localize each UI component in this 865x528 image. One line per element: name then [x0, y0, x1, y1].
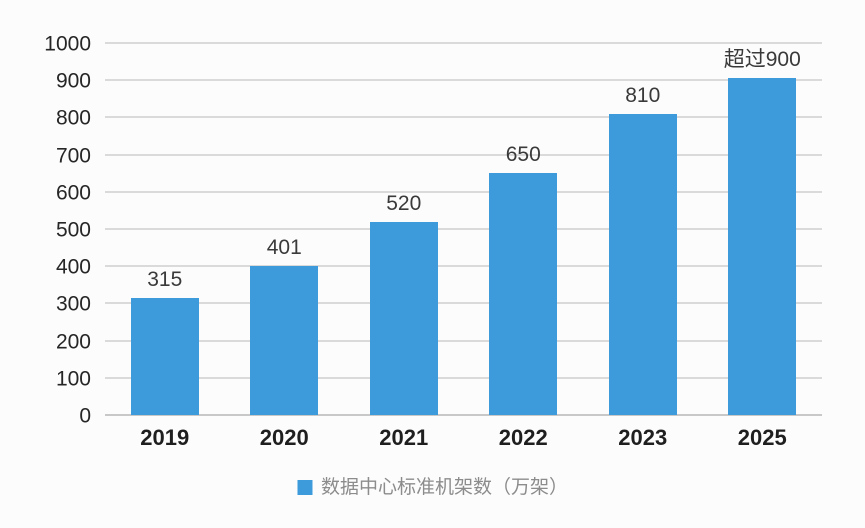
bar-2021	[369, 221, 438, 415]
y-axis-tick-label: 0	[79, 404, 91, 428]
gridline	[105, 228, 822, 230]
gridline	[105, 153, 822, 156]
x-axis-label-2020: 2020	[259, 425, 309, 450]
y-axis-tick-label: 600	[55, 181, 91, 205]
x-axis-line	[105, 414, 822, 416]
y-axis: 0 100 200 300 400 500 600 700 800 900 1000	[0, 34, 97, 427]
gridline	[105, 265, 822, 268]
y-axis-tick-label: 400	[55, 255, 91, 279]
bar-2019	[130, 297, 199, 415]
data-label-2020: 401	[266, 235, 302, 259]
legend: 数据中心标准机架数（万架）	[296, 477, 569, 498]
bar-2025	[728, 78, 797, 415]
gridline	[105, 190, 822, 193]
gridline	[105, 302, 822, 305]
plot-area: 315 2019 401 2020 520 2021 650 2022 810 2023 超过900…	[105, 42, 822, 450]
gridline	[105, 376, 822, 379]
x-axis-label-2025: 2025	[737, 425, 787, 450]
x-axis-label-2021: 2021	[379, 425, 429, 450]
legend-series-label: 数据中心标准机架数（万架）	[320, 477, 569, 498]
y-axis-tick-label: 200	[55, 330, 91, 354]
data-label-2019: 315	[147, 267, 183, 291]
legend-swatch-icon	[296, 480, 312, 495]
gridline	[105, 339, 822, 342]
y-axis-tick-label: 500	[55, 218, 91, 242]
y-axis-tick-label: 900	[55, 69, 91, 93]
x-axis-label-2023: 2023	[618, 425, 668, 450]
y-axis-tick-label: 300	[55, 292, 91, 316]
bar-2023	[608, 113, 677, 415]
bar-2020	[250, 265, 319, 415]
data-label-2023: 810	[625, 83, 661, 107]
gridline	[105, 79, 822, 82]
y-axis-tick-label: 1000	[44, 32, 91, 56]
data-label-2022: 650	[505, 143, 541, 167]
x-axis-label-2019: 2019	[140, 425, 190, 450]
data-label-2021: 520	[386, 191, 422, 215]
x-axis-label-2022: 2022	[498, 425, 548, 450]
y-axis-tick-label: 800	[55, 106, 91, 130]
data-label-2025: 超过900	[723, 48, 801, 72]
gridline	[105, 116, 822, 119]
gridline	[105, 42, 822, 44]
y-axis-tick-label: 700	[55, 144, 91, 168]
bar-2022	[489, 173, 558, 415]
y-axis-tick-label: 100	[55, 367, 91, 391]
